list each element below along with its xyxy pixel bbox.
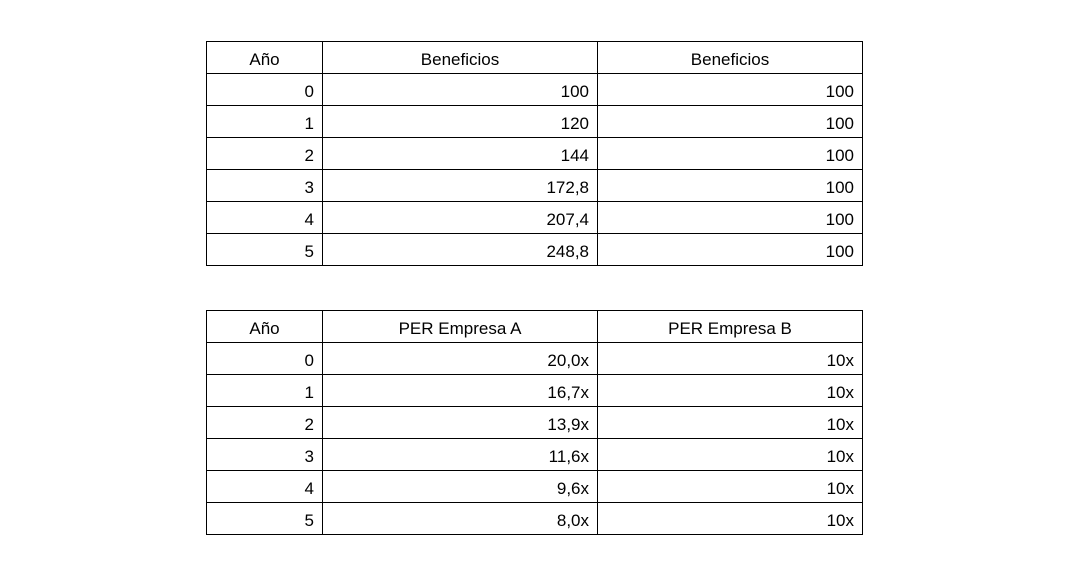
- column-header-profits-a: Beneficios: [322, 41, 598, 74]
- table-row: 1 16,7x 10x: [206, 374, 863, 407]
- year-cell: 4: [206, 201, 323, 234]
- table-row: 2 13,9x 10x: [206, 406, 863, 439]
- table-row: 0 20,0x 10x: [206, 342, 863, 375]
- year-cell: 3: [206, 169, 323, 202]
- table-row: 5 8,0x 10x: [206, 502, 863, 535]
- table-header-row: Año PER Empresa A PER Empresa B: [206, 310, 863, 343]
- year-cell: 1: [206, 374, 323, 407]
- profits-b-cell: 100: [597, 169, 863, 202]
- per-a-cell: 16,7x: [322, 374, 598, 407]
- column-header-year: Año: [206, 41, 323, 74]
- profits-a-cell: 100: [322, 73, 598, 106]
- year-cell: 4: [206, 470, 323, 503]
- table-row: 4 9,6x 10x: [206, 470, 863, 503]
- year-cell: 5: [206, 502, 323, 535]
- per-b-cell: 10x: [597, 374, 863, 407]
- per-a-cell: 20,0x: [322, 342, 598, 375]
- per-b-cell: 10x: [597, 470, 863, 503]
- column-header-per-b: PER Empresa B: [597, 310, 863, 343]
- column-header-per-a: PER Empresa A: [322, 310, 598, 343]
- per-a-cell: 8,0x: [322, 502, 598, 535]
- profits-b-cell: 100: [597, 233, 863, 266]
- year-cell: 3: [206, 438, 323, 471]
- profits-a-cell: 248,8: [322, 233, 598, 266]
- per-b-cell: 10x: [597, 406, 863, 439]
- table-row: 3 11,6x 10x: [206, 438, 863, 471]
- table-header-row: Año Beneficios Beneficios: [206, 41, 863, 74]
- profits-b-cell: 100: [597, 73, 863, 106]
- profits-b-cell: 100: [597, 137, 863, 170]
- year-cell: 2: [206, 406, 323, 439]
- profits-table: Año Beneficios Beneficios 0 100 100 1 12…: [206, 41, 863, 266]
- per-b-cell: 10x: [597, 438, 863, 471]
- year-cell: 0: [206, 342, 323, 375]
- per-a-cell: 9,6x: [322, 470, 598, 503]
- per-b-cell: 10x: [597, 502, 863, 535]
- table-row: 1 120 100: [206, 105, 863, 138]
- profits-b-cell: 100: [597, 105, 863, 138]
- table-row: 0 100 100: [206, 73, 863, 106]
- per-b-cell: 10x: [597, 342, 863, 375]
- per-a-cell: 11,6x: [322, 438, 598, 471]
- year-cell: 0: [206, 73, 323, 106]
- profits-b-cell: 100: [597, 201, 863, 234]
- year-cell: 5: [206, 233, 323, 266]
- year-cell: 1: [206, 105, 323, 138]
- per-a-cell: 13,9x: [322, 406, 598, 439]
- table-row: 5 248,8 100: [206, 233, 863, 266]
- table-row: 2 144 100: [206, 137, 863, 170]
- profits-a-cell: 207,4: [322, 201, 598, 234]
- column-header-profits-b: Beneficios: [597, 41, 863, 74]
- table-row: 4 207,4 100: [206, 201, 863, 234]
- year-cell: 2: [206, 137, 323, 170]
- table-row: 3 172,8 100: [206, 169, 863, 202]
- profits-a-cell: 120: [322, 105, 598, 138]
- per-table: Año PER Empresa A PER Empresa B 0 20,0x …: [206, 310, 863, 535]
- column-header-year: Año: [206, 310, 323, 343]
- profits-a-cell: 172,8: [322, 169, 598, 202]
- profits-a-cell: 144: [322, 137, 598, 170]
